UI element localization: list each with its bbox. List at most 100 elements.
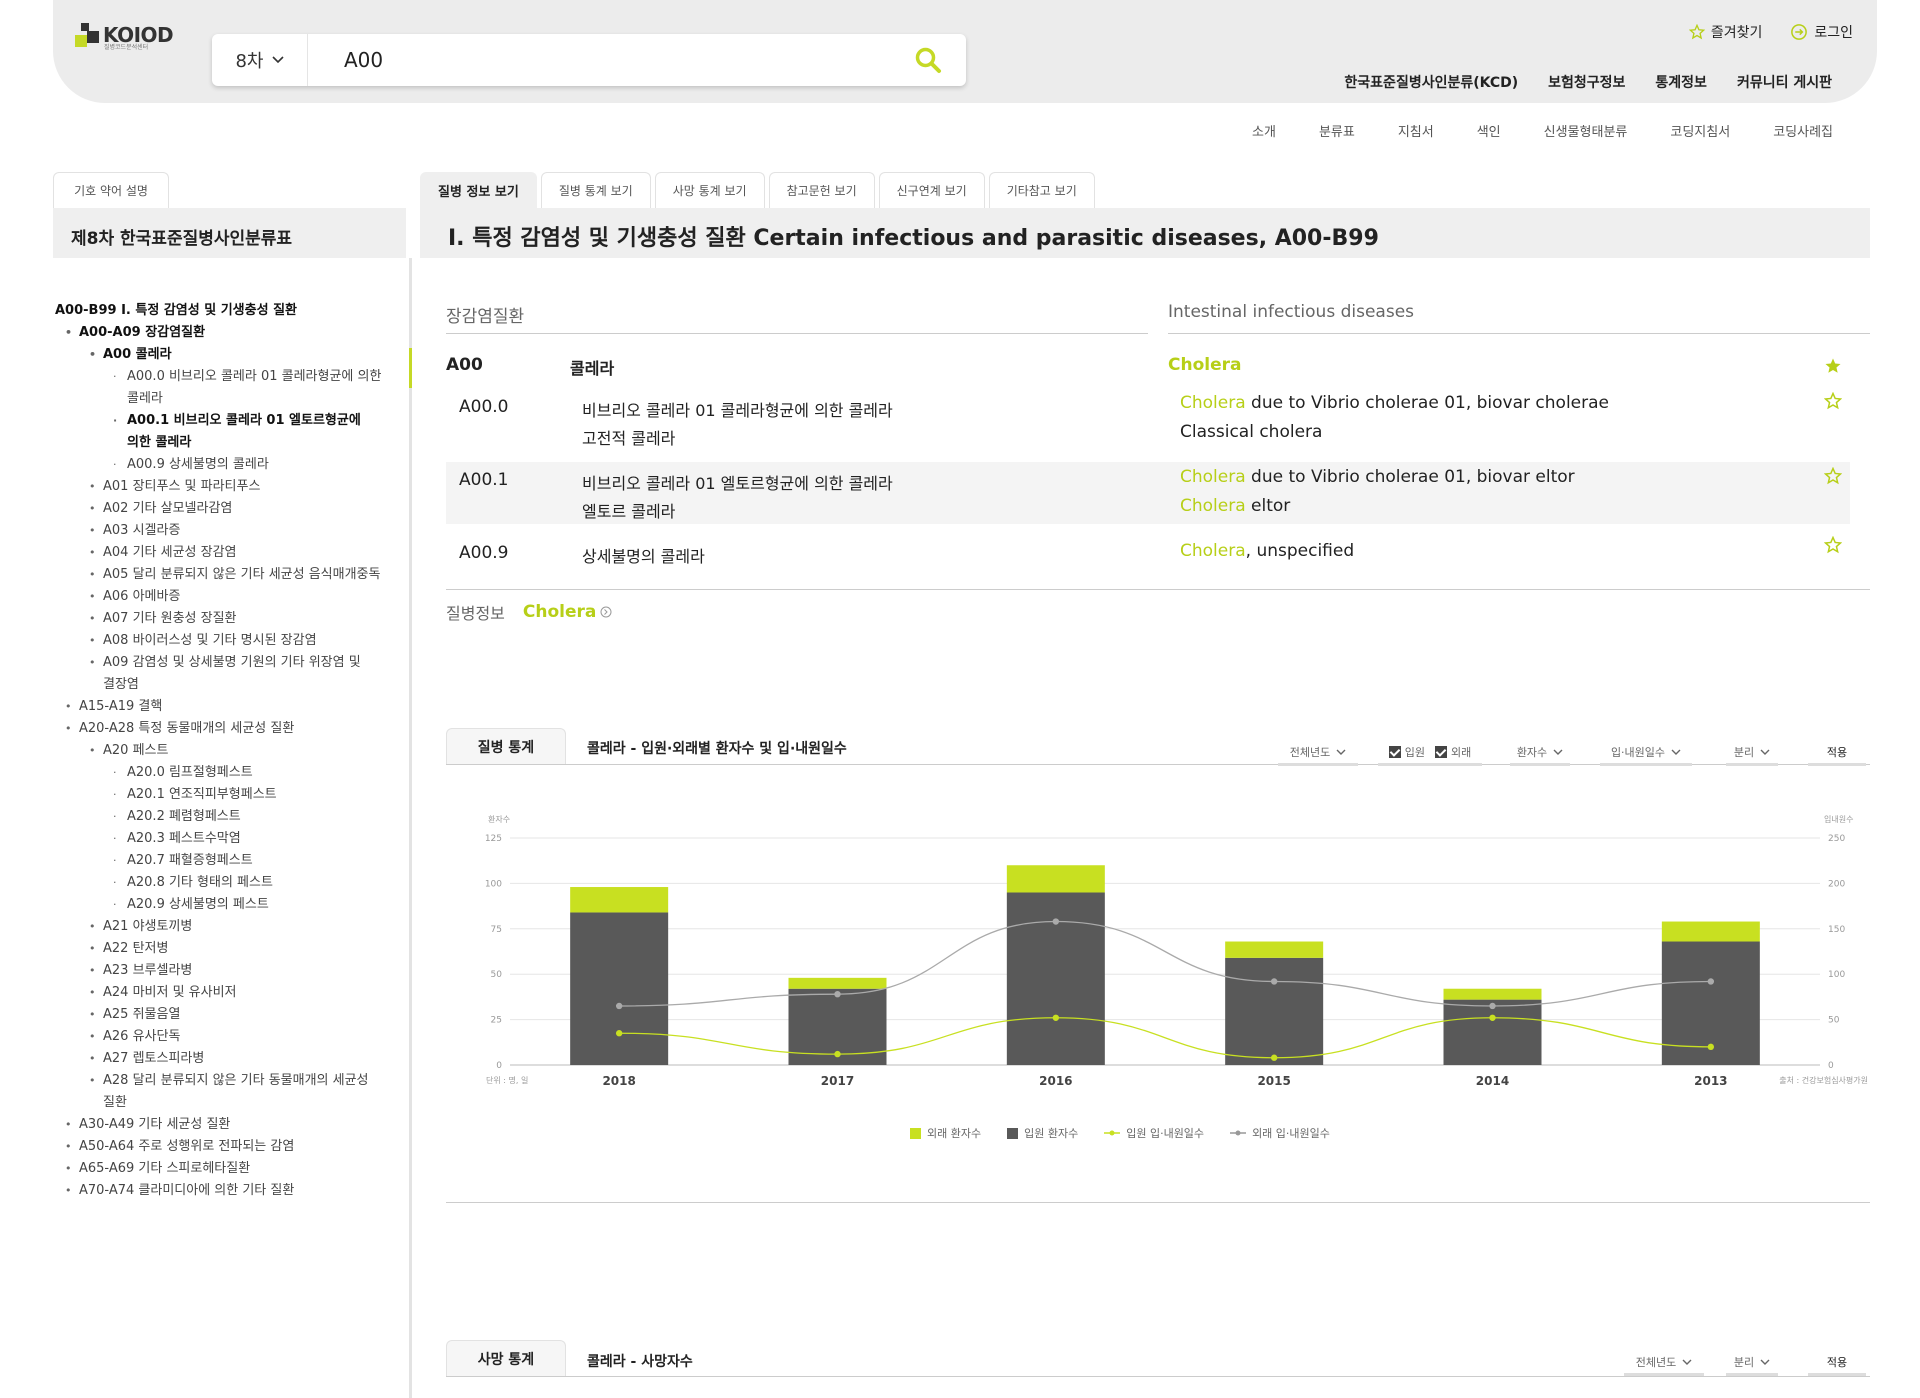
nav-statistics[interactable]: 통계정보 [1655, 75, 1707, 91]
subnav-coding-cases[interactable]: 코딩사례집 [1773, 125, 1833, 140]
sub-nav: 소개 분류표 지침서 색인 신생물형태분류 코딩지침서 코딩사례집 [1252, 121, 1833, 140]
metric-filter[interactable]: 환자수 [1510, 740, 1570, 766]
cholera-highlight[interactable]: Cholera [1180, 496, 1246, 516]
bullet-icon: • [89, 612, 96, 625]
bullet-icon: • [89, 590, 96, 603]
death-split-filter[interactable]: 분리 [1726, 1350, 1778, 1376]
tree-item[interactable]: • A02 기타 살모넬라감염 [55, 498, 385, 520]
tab-references[interactable]: 참고문헌 보기 [768, 172, 875, 208]
tree-item[interactable]: · A20.1 연조직피부형페스트 [55, 784, 385, 806]
disease-stats-tab[interactable]: 질병 통계 [446, 728, 566, 764]
nav-insurance[interactable]: 보험청구정보 [1548, 75, 1626, 91]
search-input[interactable]: A00 [344, 48, 384, 72]
tree-item[interactable]: • A04 기타 세균성 장감염 [55, 542, 385, 564]
abbreviation-button[interactable]: 기호 약어 설명 [53, 172, 169, 208]
nav-community[interactable]: 커뮤니티 게시판 [1736, 75, 1832, 91]
tree-item[interactable]: • A09 감염성 및 상세불명 기원의 기타 위장염 및 결장염 [55, 652, 385, 696]
tree-item[interactable]: · A20.7 패혈증형페스트 [55, 850, 385, 872]
version-select[interactable]: 8차 [212, 34, 308, 86]
tree-item[interactable]: • A26 유사단독 [55, 1026, 385, 1048]
tab-death-stats[interactable]: 사망 통계 보기 [654, 172, 765, 208]
tree-item[interactable]: • A23 브루셀라병 [55, 960, 385, 982]
login-link[interactable]: 로그인 [1790, 22, 1853, 42]
tree-item[interactable]: • A06 아메바증 [55, 586, 385, 608]
tree-item[interactable]: A00-B99 I. 특정 감염성 및 기생충성 질환 [55, 300, 385, 322]
tree-item[interactable]: • A22 탄저병 [55, 938, 385, 960]
year-filter[interactable]: 전체년도 [1278, 740, 1358, 766]
split-filter[interactable]: 분리 [1726, 740, 1778, 766]
bullet-icon: · [113, 788, 117, 801]
tab-version-link[interactable]: 신구연계 보기 [878, 172, 985, 208]
death-stats-tab[interactable]: 사망 통계 [446, 1340, 566, 1376]
tree-item[interactable]: · A20.0 림프절형페스트 [55, 762, 385, 784]
bar-inpatient [1443, 999, 1542, 1065]
apply-button[interactable]: 적용 [1808, 740, 1866, 766]
outpatient-checkbox[interactable]: 외래 [1435, 744, 1471, 760]
sidebar-scroll-thumb[interactable] [409, 348, 412, 388]
star-outline-icon[interactable] [1824, 536, 1842, 554]
tree-item[interactable]: • A28 달리 분류되지 않은 기타 동물매개의 세균성 질환 [55, 1070, 385, 1114]
tree-item[interactable]: • A30-A49 기타 세균성 질환 [55, 1114, 385, 1136]
bar-inpatient [570, 912, 669, 1065]
tree-item[interactable]: • A07 기타 원충성 장질환 [55, 608, 385, 630]
tree-item[interactable]: • A20 페스트 [55, 740, 385, 762]
logo[interactable]: KOIOD [75, 20, 174, 50]
tree-item[interactable]: · A00.1 비브리오 콜레라 01 엘토르형균에 의한 콜레라 [55, 410, 385, 454]
search-icon[interactable] [914, 46, 942, 74]
tree-item[interactable]: • A08 바이러스성 및 기타 명시된 장감염 [55, 630, 385, 652]
tree-item[interactable]: · A20.8 기타 형태의 페스트 [55, 872, 385, 894]
x-tick-label: 2015 [1257, 1074, 1290, 1088]
star-outline-icon[interactable] [1824, 467, 1842, 485]
cholera-highlight[interactable]: Cholera [1180, 541, 1246, 561]
tree-item[interactable]: · A00.0 비브리오 콜레라 01 콜레라형균에 의한 콜레라 [55, 366, 385, 410]
tree-item[interactable]: • A21 야생토끼병 [55, 916, 385, 938]
subnav-intro[interactable]: 소개 [1252, 125, 1276, 140]
tree-item[interactable]: • A24 마비저 및 유사비저 [55, 982, 385, 1004]
subnav-guidelines[interactable]: 지침서 [1397, 125, 1434, 140]
star-filled-icon[interactable] [1824, 357, 1842, 375]
tree-item[interactable]: • A70-A74 클라미디아에 의한 기타 질환 [55, 1180, 385, 1202]
death-year-filter[interactable]: 전체년도 [1624, 1350, 1704, 1376]
tab-disease-stats[interactable]: 질병 통계 보기 [540, 172, 651, 208]
disease-info-link[interactable]: Cholera [523, 602, 612, 622]
tree-item[interactable]: • A25 쥐물음열 [55, 1004, 385, 1026]
main-name-english[interactable]: Cholera [1168, 355, 1242, 375]
bullet-icon: • [65, 700, 72, 713]
tree-item[interactable]: • A15-A19 결핵 [55, 696, 385, 718]
favorites-label: 즐겨찾기 [1710, 25, 1763, 41]
tree-item[interactable]: • A27 렙토스피라병 [55, 1048, 385, 1070]
tree-item[interactable]: • A03 시겔라증 [55, 520, 385, 542]
y2-tick-label: 200 [1828, 879, 1845, 889]
tree-item[interactable]: • A00 콜레라 [55, 344, 385, 366]
favorites-link[interactable]: 즐겨찾기 [1688, 22, 1763, 42]
death-apply-button[interactable]: 적용 [1808, 1350, 1866, 1376]
subnav-coding-guide[interactable]: 코딩지침서 [1670, 125, 1731, 140]
subnav-neoplasm[interactable]: 신생물형태분류 [1543, 125, 1628, 140]
tree-item[interactable]: • A20-A28 특정 동물매개의 세균성 질환 [55, 718, 385, 740]
subnav-index[interactable]: 색인 [1476, 125, 1501, 140]
death-stats-title: 콜레라 - 사망자수 [587, 1354, 693, 1370]
tab-disease-info[interactable]: 질병 정보 보기 [420, 172, 537, 208]
cholera-highlight[interactable]: Cholera [1180, 467, 1246, 487]
tree-item[interactable]: • A05 달리 분류되지 않은 기타 세균성 음식매개중독 [55, 564, 385, 586]
tree-item[interactable]: · A20.2 폐렴형페스트 [55, 806, 385, 828]
days-filter[interactable]: 입·내원일수 [1600, 740, 1692, 766]
tree-item-label: A28 달리 분류되지 않은 기타 동물매개의 세균성 질환 [103, 1073, 369, 1110]
tab-other-refs[interactable]: 기타참고 보기 [988, 172, 1095, 208]
nav-kcd[interactable]: 한국표준질병사인분류(KCD) [1344, 75, 1519, 91]
tree-item[interactable]: · A20.3 페스트수막염 [55, 828, 385, 850]
tree-item[interactable]: · A20.9 상세불명의 페스트 [55, 894, 385, 916]
tree-item[interactable]: • A01 장티푸스 및 파라티푸스 [55, 476, 385, 498]
tree-item[interactable]: • A00-A09 장감염질환 [55, 322, 385, 344]
inpatient-checkbox[interactable]: 입원 [1388, 744, 1425, 760]
star-outline-icon[interactable] [1824, 392, 1842, 410]
tree-item[interactable]: · A00.9 상세불명의 콜레라 [55, 454, 385, 476]
sidebar-scrollbar[interactable] [409, 258, 412, 1398]
y-tick-label: 125 [485, 834, 502, 844]
tree-item[interactable]: • A50-A64 주로 성행위로 전파되는 감염 [55, 1136, 385, 1158]
cholera-highlight[interactable]: Cholera [1180, 393, 1246, 413]
main-name-korean: 콜레라 [570, 359, 615, 378]
login-label: 로그인 [1814, 25, 1853, 41]
subnav-classification[interactable]: 분류표 [1318, 125, 1355, 140]
tree-item[interactable]: • A65-A69 기타 스피로헤타질환 [55, 1158, 385, 1180]
